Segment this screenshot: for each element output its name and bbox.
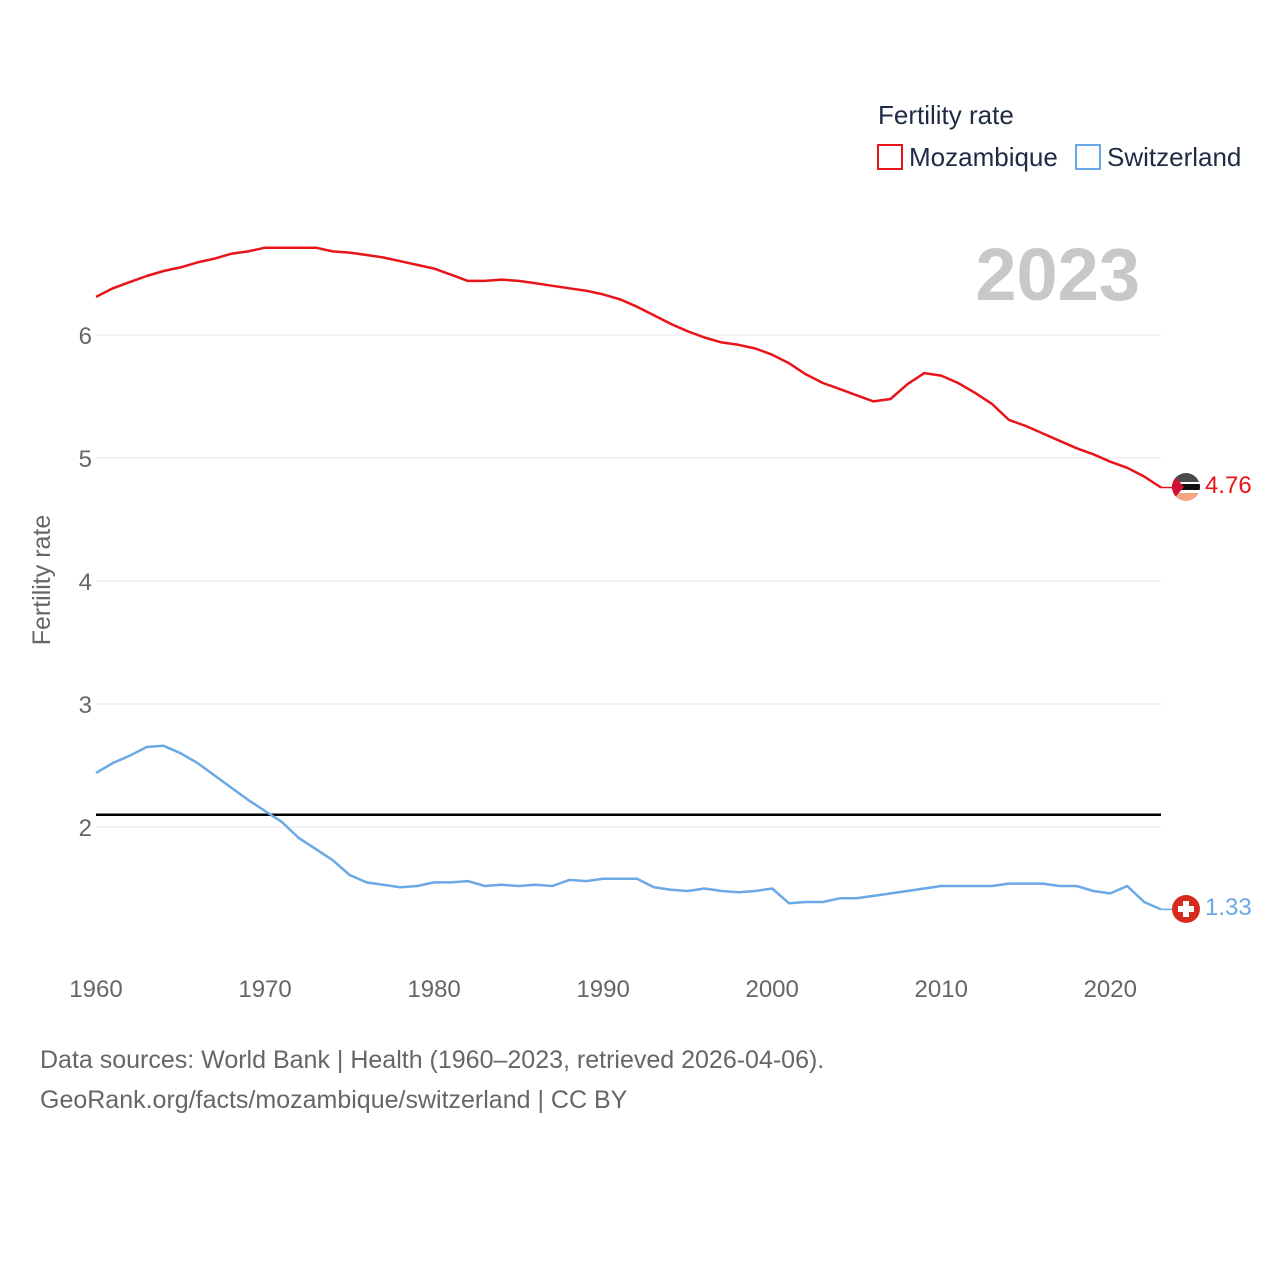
mozambique-flag-icon bbox=[1172, 473, 1200, 501]
legend-item-mozambique[interactable]: Mozambique bbox=[877, 142, 1058, 172]
x-tick-label: 1980 bbox=[407, 976, 460, 1003]
series-line-switzerland bbox=[95, 744, 1162, 911]
legend: Fertility rate Mozambique Switzerland bbox=[877, 100, 1241, 172]
source-line: Data sources: World Bank | Health (1960–… bbox=[40, 1046, 825, 1074]
x-tick-label: 2000 bbox=[745, 976, 798, 1003]
x-tick-label: 1990 bbox=[576, 976, 629, 1003]
end-value-switzerland: 1.33 bbox=[1205, 894, 1252, 921]
y-tick-label: 2 bbox=[79, 815, 92, 842]
legend-label-switzerland: Switzerland bbox=[1107, 142, 1241, 172]
y-axis-title: Fertility rate bbox=[28, 515, 56, 646]
source-url[interactable]: GeoRank.org/facts/mozambique/switzerland… bbox=[40, 1086, 628, 1114]
x-tick-label: 2020 bbox=[1084, 976, 1137, 1003]
gridlines bbox=[96, 334, 1161, 828]
y-tick-label: 4 bbox=[79, 569, 92, 596]
x-tick-label: 2010 bbox=[915, 976, 968, 1003]
y-tick-label: 3 bbox=[79, 692, 92, 719]
y-tick-label: 6 bbox=[79, 323, 92, 350]
year-label: 2023 bbox=[975, 233, 1140, 316]
end-value-mozambique: 4.76 bbox=[1205, 472, 1252, 499]
legend-label-mozambique: Mozambique bbox=[909, 142, 1058, 172]
y-tick-labels: 2 3 4 5 6 bbox=[79, 323, 92, 842]
switzerland-flag-icon bbox=[1172, 895, 1200, 923]
source-note: Data sources: World Bank | Health (1960–… bbox=[40, 1040, 824, 1120]
series-lines bbox=[95, 246, 1172, 911]
x-tick-label: 1960 bbox=[69, 976, 122, 1003]
legend-swatch-mozambique bbox=[877, 144, 903, 170]
legend-swatch-switzerland bbox=[1075, 144, 1101, 170]
series-line-mozambique bbox=[95, 246, 1162, 489]
legend-title: Fertility rate bbox=[878, 100, 1014, 130]
x-tick-labels: 1960 1970 1980 1990 2000 2010 2020 bbox=[69, 976, 1137, 1003]
y-tick-label: 5 bbox=[79, 446, 92, 473]
legend-item-switzerland[interactable]: Switzerland bbox=[1075, 142, 1241, 172]
x-tick-label: 1970 bbox=[238, 976, 291, 1003]
